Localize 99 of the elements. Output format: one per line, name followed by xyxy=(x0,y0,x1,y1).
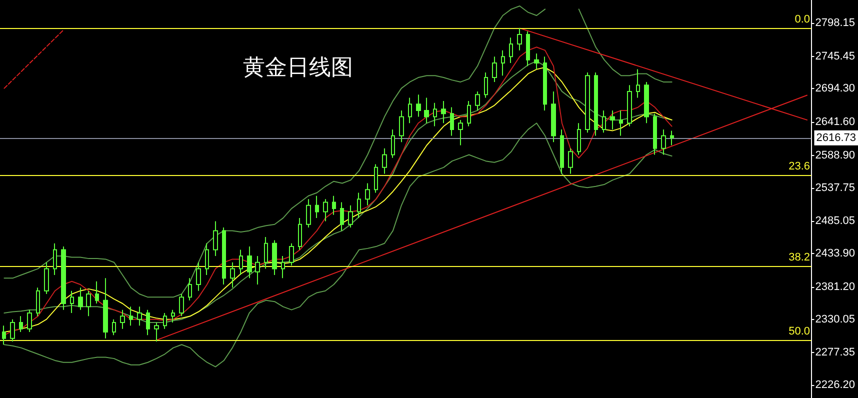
candlestick xyxy=(484,72,488,98)
y-tick-label: 2798.15 xyxy=(815,17,856,30)
candlestick xyxy=(213,220,218,257)
candlestick xyxy=(289,242,294,266)
candlestick xyxy=(323,198,328,222)
y-tick-label: 2694.30 xyxy=(815,82,856,95)
candlestick xyxy=(103,278,108,339)
candlestick xyxy=(357,192,361,219)
candlestick xyxy=(230,262,235,288)
y-tick-label: 2485.05 xyxy=(815,215,856,228)
candlestick xyxy=(577,122,581,156)
candlestick xyxy=(501,50,505,76)
candlestick xyxy=(560,128,564,174)
candlestick xyxy=(433,102,437,127)
y-tick-label: 2381.20 xyxy=(815,280,856,293)
y-tick-label: 2537.75 xyxy=(815,182,856,194)
candlestick xyxy=(255,256,260,286)
candlestick xyxy=(78,287,83,310)
candlestick xyxy=(112,318,116,336)
candlestick xyxy=(492,56,497,82)
candlestick xyxy=(196,262,201,292)
y-tick-label: 2330.05 xyxy=(815,313,856,326)
candlestick xyxy=(534,52,539,70)
candlestick xyxy=(543,56,547,111)
candlestick xyxy=(424,97,429,124)
candlestick xyxy=(653,113,657,156)
candlestick xyxy=(53,242,57,276)
candlestick xyxy=(120,309,125,330)
candlestick xyxy=(594,72,598,136)
y-tick-label: 2588.90 xyxy=(815,149,856,162)
candlestick xyxy=(188,278,192,301)
candlestick xyxy=(585,72,590,134)
candlestick xyxy=(644,81,649,124)
candlestick xyxy=(627,84,632,127)
candlestick xyxy=(247,246,252,279)
line-series xyxy=(4,122,672,368)
candlestick xyxy=(86,290,91,317)
candlestick xyxy=(163,312,167,330)
candlestick xyxy=(670,130,674,146)
candlestick xyxy=(19,316,23,332)
candlestick xyxy=(568,148,573,174)
candlestick xyxy=(10,318,15,342)
y-tick-label: 2745.45 xyxy=(815,50,856,62)
ref-line-label: 2616.73 xyxy=(816,132,856,144)
candlestick xyxy=(374,164,378,194)
candlestick xyxy=(2,325,6,346)
candlestick xyxy=(315,195,319,219)
candlestick xyxy=(458,119,463,146)
y-tick-label: 2226.20 xyxy=(815,379,856,392)
candlestick xyxy=(44,262,49,295)
candlestick xyxy=(137,306,142,326)
candlestick xyxy=(517,28,522,51)
candlestick xyxy=(70,290,74,314)
annotation: 50.0 xyxy=(788,326,810,338)
candlestick xyxy=(171,309,175,323)
candlestick xyxy=(551,90,556,143)
candlestick xyxy=(129,306,133,326)
candlestick xyxy=(467,100,471,127)
candlestick xyxy=(348,204,353,228)
annotation: 0.0 xyxy=(794,14,810,26)
candlestick xyxy=(526,30,530,67)
annotation: 23.6 xyxy=(788,160,810,173)
candlestick xyxy=(332,195,336,216)
candlestick xyxy=(416,94,421,118)
candlestick xyxy=(391,128,395,158)
candlestick xyxy=(281,256,285,279)
candlestick xyxy=(475,90,480,111)
y-tick-label: 2277.35 xyxy=(815,346,856,359)
candlestick xyxy=(450,106,454,136)
candlestick xyxy=(154,322,159,342)
y-tick-label: 2641.60 xyxy=(815,116,856,128)
candlestick xyxy=(602,110,606,134)
candlestick xyxy=(239,249,243,276)
candlestick xyxy=(272,240,277,276)
candlestick xyxy=(441,100,446,124)
candlestick xyxy=(509,37,513,64)
y-tick-label: 2433.90 xyxy=(815,248,856,260)
candlestick xyxy=(222,227,226,286)
candlestick xyxy=(365,182,370,206)
candlestick xyxy=(408,97,412,124)
candlestick xyxy=(205,242,209,276)
candlestick xyxy=(298,218,302,250)
candlestick xyxy=(399,110,404,143)
text: 黄金日线图 xyxy=(243,56,353,80)
candlestick xyxy=(610,110,615,130)
candlestick xyxy=(382,148,387,174)
candlestick xyxy=(61,246,66,310)
candlestick xyxy=(264,236,268,270)
candlestick xyxy=(306,198,311,228)
candlestick xyxy=(636,68,640,98)
candlestick xyxy=(146,309,150,336)
candlestick xyxy=(179,294,184,317)
candlestick xyxy=(340,202,344,232)
candlestick xyxy=(95,280,99,304)
candlestick xyxy=(661,128,666,156)
candlestick xyxy=(27,309,32,332)
candlestick xyxy=(36,287,40,317)
annotation: 38.2 xyxy=(788,252,810,264)
candlestick xyxy=(619,110,623,136)
